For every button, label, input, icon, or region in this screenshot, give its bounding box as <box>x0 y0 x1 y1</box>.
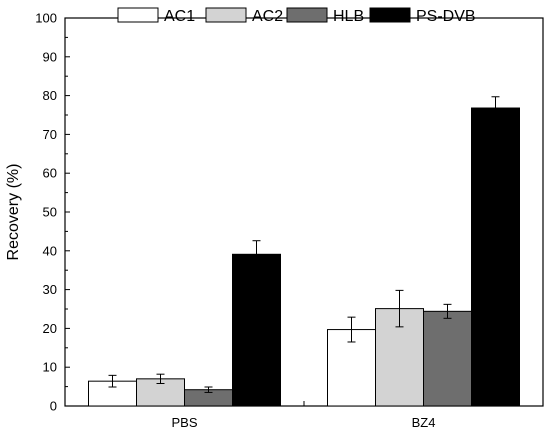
legend-swatch-ac1 <box>117 7 159 23</box>
y-tick-label: 60 <box>43 166 57 181</box>
legend-label-ps-dvb: PS-DVB <box>416 8 476 25</box>
x-tick-label: BZ4 <box>412 415 436 430</box>
y-axis-title: Recovery (%) <box>5 164 22 261</box>
y-tick-label: 70 <box>43 127 57 142</box>
legend-swatch-hlb <box>286 7 328 23</box>
y-tick-label: 100 <box>35 11 57 26</box>
y-tick-label: 0 <box>50 399 57 414</box>
legend-label-hlb: HLB <box>333 8 364 25</box>
y-tick-label: 20 <box>43 321 57 336</box>
legend-label-ac1: AC1 <box>164 8 195 25</box>
y-tick-label: 40 <box>43 243 57 258</box>
bar-ps-dvb-pbs <box>232 253 281 407</box>
bar-ps-dvb-bz4 <box>471 107 520 407</box>
y-tick-label: 80 <box>43 88 57 103</box>
y-tick-label: 90 <box>43 49 57 64</box>
legend-label-ac2: AC2 <box>252 8 283 25</box>
legend-swatch-ac2 <box>205 7 247 23</box>
legend-swatch-ps-dvb <box>369 7 411 23</box>
y-tick-label: 30 <box>43 282 57 297</box>
y-tick-label: 50 <box>43 205 57 220</box>
y-tick-label: 10 <box>43 360 57 375</box>
bar-hlb-bz4 <box>423 310 472 407</box>
x-tick-label: PBS <box>171 415 197 430</box>
